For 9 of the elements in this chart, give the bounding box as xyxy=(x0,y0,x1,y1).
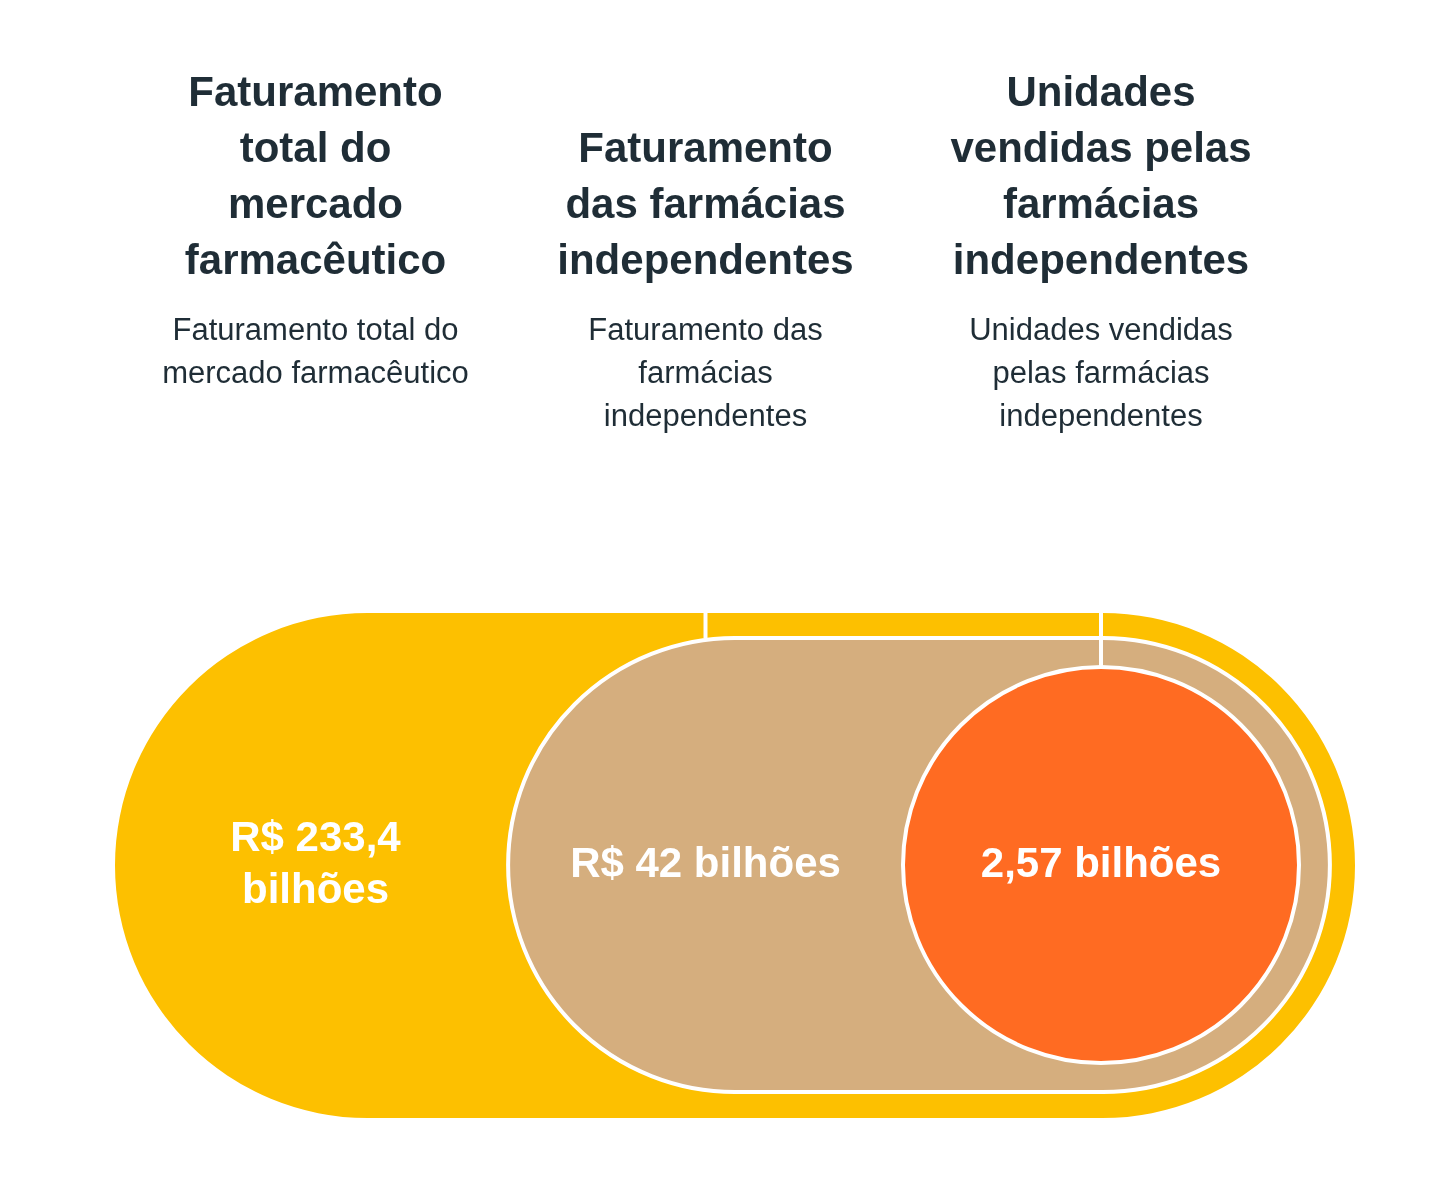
data-label: R$ 42 bilhões xyxy=(570,838,841,886)
text: Unidades vendidas pelas farmácias independentes xyxy=(968,311,1234,435)
category-label: Faturamento das farmácias independentes xyxy=(556,123,855,285)
category-label: Unidades vendidas pelas farmácias independentes xyxy=(949,67,1253,285)
data-label: R$ 233,4 bilhões xyxy=(230,812,402,912)
text: Faturamento total do mercado farmacêutico xyxy=(161,311,470,392)
category-label: Faturamento total do mercado farmacêutico xyxy=(183,67,448,285)
data-label: 2,57 bilhões xyxy=(980,838,1222,886)
text: Faturamento das farmácias independentes xyxy=(587,311,824,435)
